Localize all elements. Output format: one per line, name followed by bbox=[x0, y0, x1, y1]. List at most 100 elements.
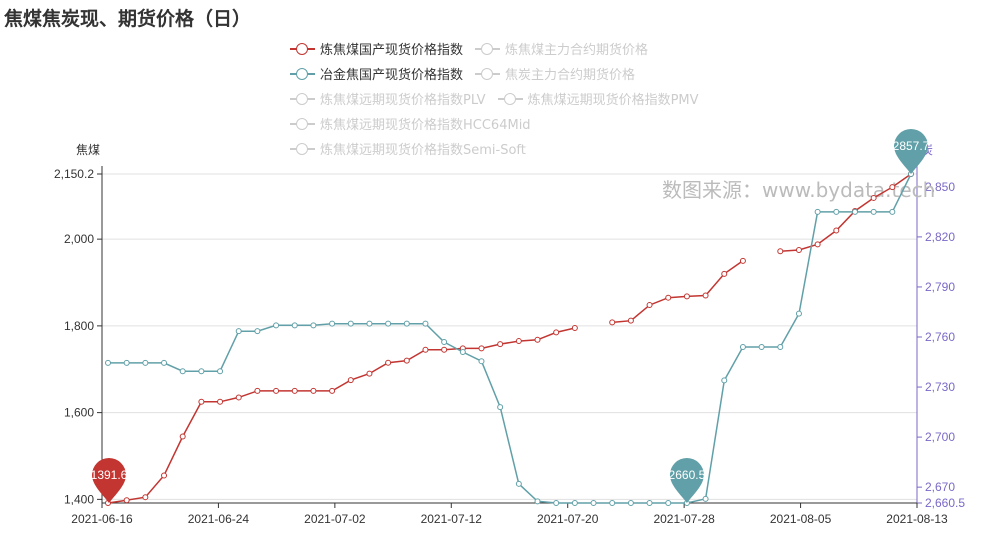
mark-point-pin[interactable] bbox=[894, 129, 928, 174]
data-point[interactable] bbox=[441, 346, 448, 353]
legend-item[interactable]: 炼焦煤远期现货价格指数PLV bbox=[290, 89, 486, 108]
data-point[interactable] bbox=[739, 344, 746, 351]
data-point[interactable] bbox=[833, 208, 840, 215]
data-point[interactable] bbox=[198, 368, 205, 375]
data-point[interactable] bbox=[851, 208, 858, 215]
data-point[interactable] bbox=[385, 359, 392, 366]
data-point[interactable] bbox=[833, 227, 840, 234]
data-point[interactable] bbox=[478, 345, 485, 352]
data-point[interactable] bbox=[627, 500, 634, 506]
data-point[interactable] bbox=[497, 341, 504, 348]
legend-item[interactable]: 炼焦煤远期现货价格指数PMV bbox=[497, 89, 699, 108]
data-point[interactable] bbox=[814, 241, 821, 248]
data-point[interactable] bbox=[347, 320, 354, 327]
data-point[interactable] bbox=[366, 320, 373, 327]
data-point[interactable] bbox=[105, 359, 111, 366]
data-point[interactable] bbox=[347, 377, 354, 384]
legend-item[interactable]: 焦炭主力合约期货价格 bbox=[475, 64, 635, 83]
data-point[interactable] bbox=[814, 208, 821, 215]
data-point[interactable] bbox=[590, 500, 597, 506]
data-point[interactable] bbox=[777, 344, 784, 351]
data-point[interactable] bbox=[403, 320, 410, 327]
data-point[interactable] bbox=[702, 292, 709, 299]
legend-label: 炼焦煤远期现货价格指数Semi-Soft bbox=[320, 143, 526, 158]
data-point[interactable] bbox=[758, 344, 765, 351]
data-point[interactable] bbox=[142, 494, 149, 501]
mark-point-pin-shape bbox=[92, 458, 126, 503]
data-point[interactable] bbox=[534, 336, 541, 343]
data-point[interactable] bbox=[385, 320, 392, 327]
mark-point-pin[interactable] bbox=[669, 458, 704, 503]
data-point[interactable] bbox=[329, 320, 336, 327]
data-point[interactable] bbox=[870, 208, 877, 215]
data-point[interactable] bbox=[609, 319, 616, 326]
data-point[interactable] bbox=[329, 387, 336, 394]
data-point[interactable] bbox=[721, 377, 728, 384]
data-point[interactable] bbox=[310, 387, 317, 394]
mark-point-pin[interactable] bbox=[92, 458, 126, 503]
data-point[interactable] bbox=[702, 495, 709, 502]
data-point[interactable] bbox=[217, 398, 224, 405]
data-point[interactable] bbox=[478, 358, 485, 365]
data-point[interactable] bbox=[534, 498, 541, 505]
chart-title: 焦煤焦炭现、期货价格（日） bbox=[4, 8, 252, 30]
data-point[interactable] bbox=[235, 328, 242, 335]
x-tick-label: 2021-08-13 bbox=[886, 512, 948, 526]
data-point[interactable] bbox=[553, 329, 560, 336]
data-point[interactable] bbox=[235, 394, 242, 401]
data-point[interactable] bbox=[161, 359, 168, 366]
data-point[interactable] bbox=[123, 359, 130, 366]
data-point[interactable] bbox=[777, 248, 784, 255]
data-point[interactable] bbox=[646, 500, 653, 506]
data-point[interactable] bbox=[441, 339, 448, 346]
data-point[interactable] bbox=[609, 500, 616, 506]
data-point[interactable] bbox=[889, 208, 896, 215]
data-point[interactable] bbox=[422, 320, 429, 327]
data-point[interactable] bbox=[179, 433, 186, 440]
data-point[interactable] bbox=[646, 302, 653, 309]
data-point[interactable] bbox=[273, 387, 280, 394]
x-tick-label: 2021-07-02 bbox=[304, 512, 366, 526]
data-point[interactable] bbox=[571, 500, 578, 506]
data-point[interactable] bbox=[422, 346, 429, 353]
data-point[interactable] bbox=[403, 357, 410, 364]
y-left-tick-label: 1,400 bbox=[64, 492, 94, 506]
data-point[interactable] bbox=[291, 387, 298, 394]
legend-item[interactable]: 炼焦煤国产现货价格指数 bbox=[290, 39, 463, 58]
legend-item[interactable]: 冶金焦国产现货价格指数 bbox=[290, 64, 463, 83]
data-point[interactable] bbox=[795, 246, 802, 253]
data-point[interactable] bbox=[142, 359, 149, 366]
legend-label: 冶金焦国产现货价格指数 bbox=[320, 68, 464, 83]
legend-item[interactable]: 炼焦煤主力合约期货价格 bbox=[475, 39, 648, 58]
data-point[interactable] bbox=[179, 368, 186, 375]
data-point[interactable] bbox=[254, 328, 261, 335]
data-point[interactable] bbox=[310, 322, 317, 329]
data-point[interactable] bbox=[739, 257, 746, 264]
data-point[interactable] bbox=[217, 368, 224, 375]
data-point[interactable] bbox=[683, 293, 690, 300]
data-point[interactable] bbox=[515, 480, 522, 487]
legend-item[interactable]: 炼焦煤远期现货价格指数Semi-Soft bbox=[290, 139, 526, 158]
data-point[interactable] bbox=[553, 500, 560, 506]
data-point[interactable] bbox=[627, 317, 634, 324]
data-point[interactable] bbox=[870, 194, 877, 201]
data-point[interactable] bbox=[123, 497, 130, 504]
data-point[interactable] bbox=[254, 387, 261, 394]
data-point[interactable] bbox=[161, 472, 168, 479]
data-point[interactable] bbox=[291, 322, 298, 329]
data-point[interactable] bbox=[497, 404, 504, 411]
data-point[interactable] bbox=[198, 398, 205, 405]
data-point[interactable] bbox=[459, 349, 466, 356]
data-point[interactable] bbox=[515, 338, 522, 345]
data-point[interactable] bbox=[366, 370, 373, 377]
data-point[interactable] bbox=[665, 500, 672, 506]
data-point[interactable] bbox=[889, 184, 896, 191]
legend-line-circle-icon bbox=[475, 42, 501, 56]
data-point[interactable] bbox=[273, 322, 280, 329]
x-tick-label: 2021-06-16 bbox=[71, 512, 133, 526]
data-point[interactable] bbox=[795, 310, 802, 317]
data-point[interactable] bbox=[665, 294, 672, 301]
data-point[interactable] bbox=[721, 270, 728, 277]
data-point[interactable] bbox=[571, 325, 578, 332]
legend-item[interactable]: 炼焦煤远期现货价格指数HCC64Mid bbox=[290, 114, 531, 133]
